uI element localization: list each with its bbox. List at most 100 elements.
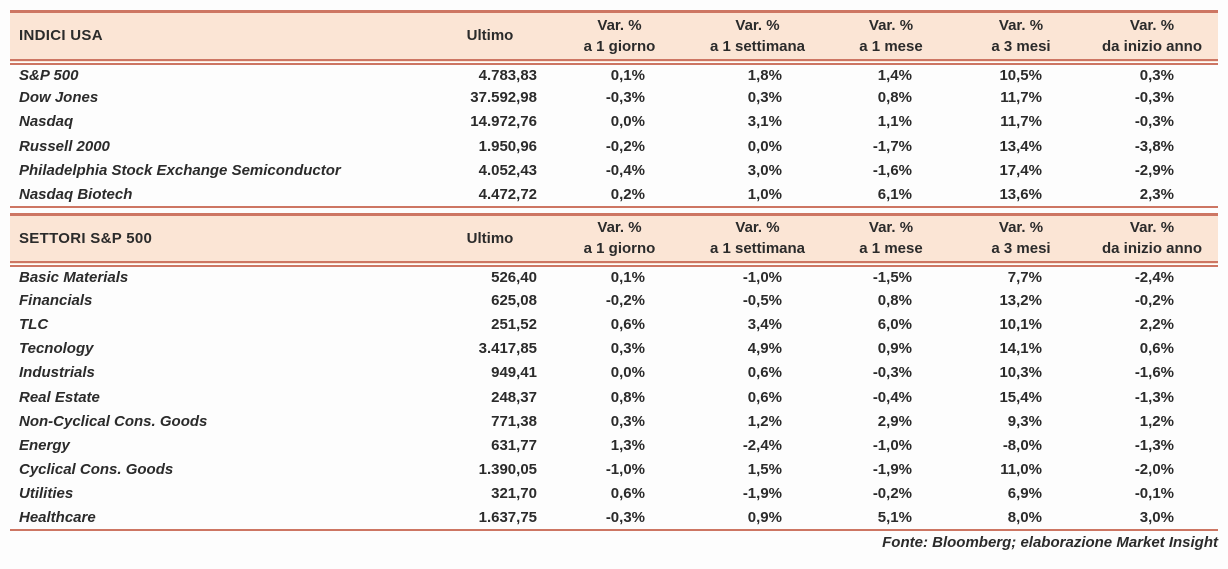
var-1-giorno-value: 0,1% [610,269,645,287]
ultimo-column-header: Ultimo [430,10,550,65]
var-1-mese-value: -1,5% [872,269,912,287]
var-inizio-anno-value: -2,4% [1134,269,1174,287]
source-note: Fonte: Bloomberg; elaborazione Market In… [882,534,1218,552]
var-column-header: Var. % a 3 mesi [956,10,1086,65]
var-1-giorno-value: 0,8% [610,388,645,406]
var-3-mesi-value: 13,6% [956,182,1086,208]
ultimo-value: 4.783,83 [478,66,537,84]
var-label: Var. % [597,219,642,237]
var-3-mesi-value: 11,7% [1000,89,1042,107]
var-period-label: da inizio anno [1102,240,1202,258]
var-period-label: a 1 giorno [583,37,656,55]
var-1-settimana-value: 1,0% [689,182,826,208]
ultimo-value: 321,70 [491,485,537,503]
var-inizio-anno-value: -2,0% [1134,461,1174,479]
settori-sp500-body: Basic Materials 526,40 0,1% -1,0% -1,5% … [10,264,1218,532]
var-3-mesi-value: 13,2% [999,291,1042,309]
var-inizio-anno-value: 0,3% [1139,66,1174,84]
var-1-settimana-value: 0,3% [747,89,782,107]
ultimo-column-header: Ultimo [430,212,550,268]
var-1-giorno-value: -0,3% [550,506,689,532]
var-3-mesi-value: -8,0% [1002,437,1042,455]
var-1-settimana-value: 0,6% [747,388,782,406]
var-1-mese-value: 6,0% [877,316,912,334]
var-1-settimana-value: 3,4% [747,316,782,334]
var-1-mese-value: 0,8% [877,291,912,309]
table-row: S&P 500 4.783,83 0,1% 1,8% 1,4% 10,5% 0,… [10,62,1218,86]
index-name: Philadelphia Stock Exchange Semiconducto… [19,161,341,179]
var-column-header: Var. % a 1 settimana [689,10,826,65]
table-row: Russell 2000 1.950,96 -0,2% 0,0% -1,7% 1… [10,134,1218,158]
var-column-header: Var. % a 1 mese [826,212,956,268]
var-1-giorno-value: -0,4% [605,161,645,179]
ultimo-value: 949,41 [491,364,537,382]
var-1-mese-value: -0,2% [872,485,912,503]
var-label: Var. % [597,16,642,34]
sector-name: Energy [19,437,70,455]
var-1-mese-value: 0,8% [877,89,912,107]
index-name: Nasdaq Biotech [10,182,430,208]
var-1-mese-value: -1,0% [872,437,912,455]
var-1-settimana-value: 0,6% [747,364,782,382]
var-1-giorno-value: -0,3% [605,89,645,107]
table-row: Energy 631,77 1,3% -2,4% -1,0% -8,0% -1,… [10,433,1218,457]
var-label: Var. % [1129,219,1175,237]
var-column-header: Var. % a 1 giorno [550,212,689,268]
section-title: INDICI USA [10,10,430,65]
var-column-header: Var. % a 1 giorno [550,10,689,65]
var-3-mesi-value: 14,1% [999,340,1042,358]
var-3-mesi-value: 10,5% [999,66,1042,84]
index-name: Nasdaq [19,113,74,131]
table-row: Healthcare 1.637,75 -0,3% 0,9% 5,1% 8,0%… [10,506,1218,532]
sector-name: TLC [19,316,49,334]
ultimo-value: 4.052,43 [478,161,537,179]
var-3-mesi-value: 10,3% [999,364,1042,382]
ultimo-value: 1.390,05 [478,461,537,479]
var-1-mese-value: 1,1% [877,113,912,131]
var-inizio-anno-value: 1,2% [1139,412,1174,430]
var-1-settimana-value: -2,4% [742,437,782,455]
var-3-mesi-value: 7,7% [1007,269,1042,287]
var-1-giorno-value: -0,2% [605,291,645,309]
var-1-mese-value: -1,7% [872,137,912,155]
var-column-header: Var. % a 3 mesi [956,212,1086,268]
var-label: Var. % [998,219,1044,237]
var-1-giorno-value: 1,3% [610,437,645,455]
var-1-mese-value: 1,4% [877,66,912,84]
var-label: Var. % [1129,16,1175,34]
settori-sp500-header: SETTORI S&P 500 Ultimo Var. % a 1 giorno… [10,212,1218,268]
table-row: Philadelphia Stock Exchange Semiconducto… [10,158,1218,182]
var-period-label: a 3 mesi [991,240,1051,258]
ultimo-value: 3.417,85 [478,340,537,358]
var-period-label: da inizio anno [1102,37,1202,55]
var-1-settimana-value: 4,9% [747,340,782,358]
var-3-mesi-value: 11,7% [1000,113,1042,131]
var-1-settimana-value: 1,5% [747,461,782,479]
var-1-mese-value: -0,4% [872,388,912,406]
var-period-label: a 1 giorno [583,240,656,258]
sector-name: Tecnology [19,340,94,358]
var-1-giorno-value: -1,0% [605,461,645,479]
table-row: Non-Cyclical Cons. Goods 771,38 0,3% 1,2… [10,409,1218,433]
var-1-giorno-value: -0,2% [605,137,645,155]
var-period-label: a 1 settimana [709,37,806,55]
ultimo-value: 14.972,76 [470,113,537,131]
var-1-settimana-value: 1,2% [747,412,782,430]
section-title: SETTORI S&P 500 [10,212,430,268]
var-inizio-anno-value: -0,2% [1134,291,1174,309]
sector-name: Real Estate [19,388,100,406]
var-inizio-anno-value: -0,1% [1134,485,1174,503]
sector-name: Cyclical Cons. Goods [19,461,174,479]
var-1-giorno-value: 0,0% [610,113,645,131]
var-1-settimana-value: 3,1% [747,113,782,131]
var-1-giorno-value: 0,3% [610,340,645,358]
var-label: Var. % [998,16,1044,34]
var-period-label: a 1 settimana [709,240,806,258]
var-1-giorno-value: 0,1% [610,66,645,84]
var-1-settimana-value: -1,0% [742,269,782,287]
var-3-mesi-value: 11,0% [1000,461,1042,479]
table-row: Real Estate 248,37 0,8% 0,6% -0,4% 15,4%… [10,385,1218,409]
ultimo-value: 1.950,96 [478,137,537,155]
var-column-header: Var. % a 1 settimana [689,212,826,268]
